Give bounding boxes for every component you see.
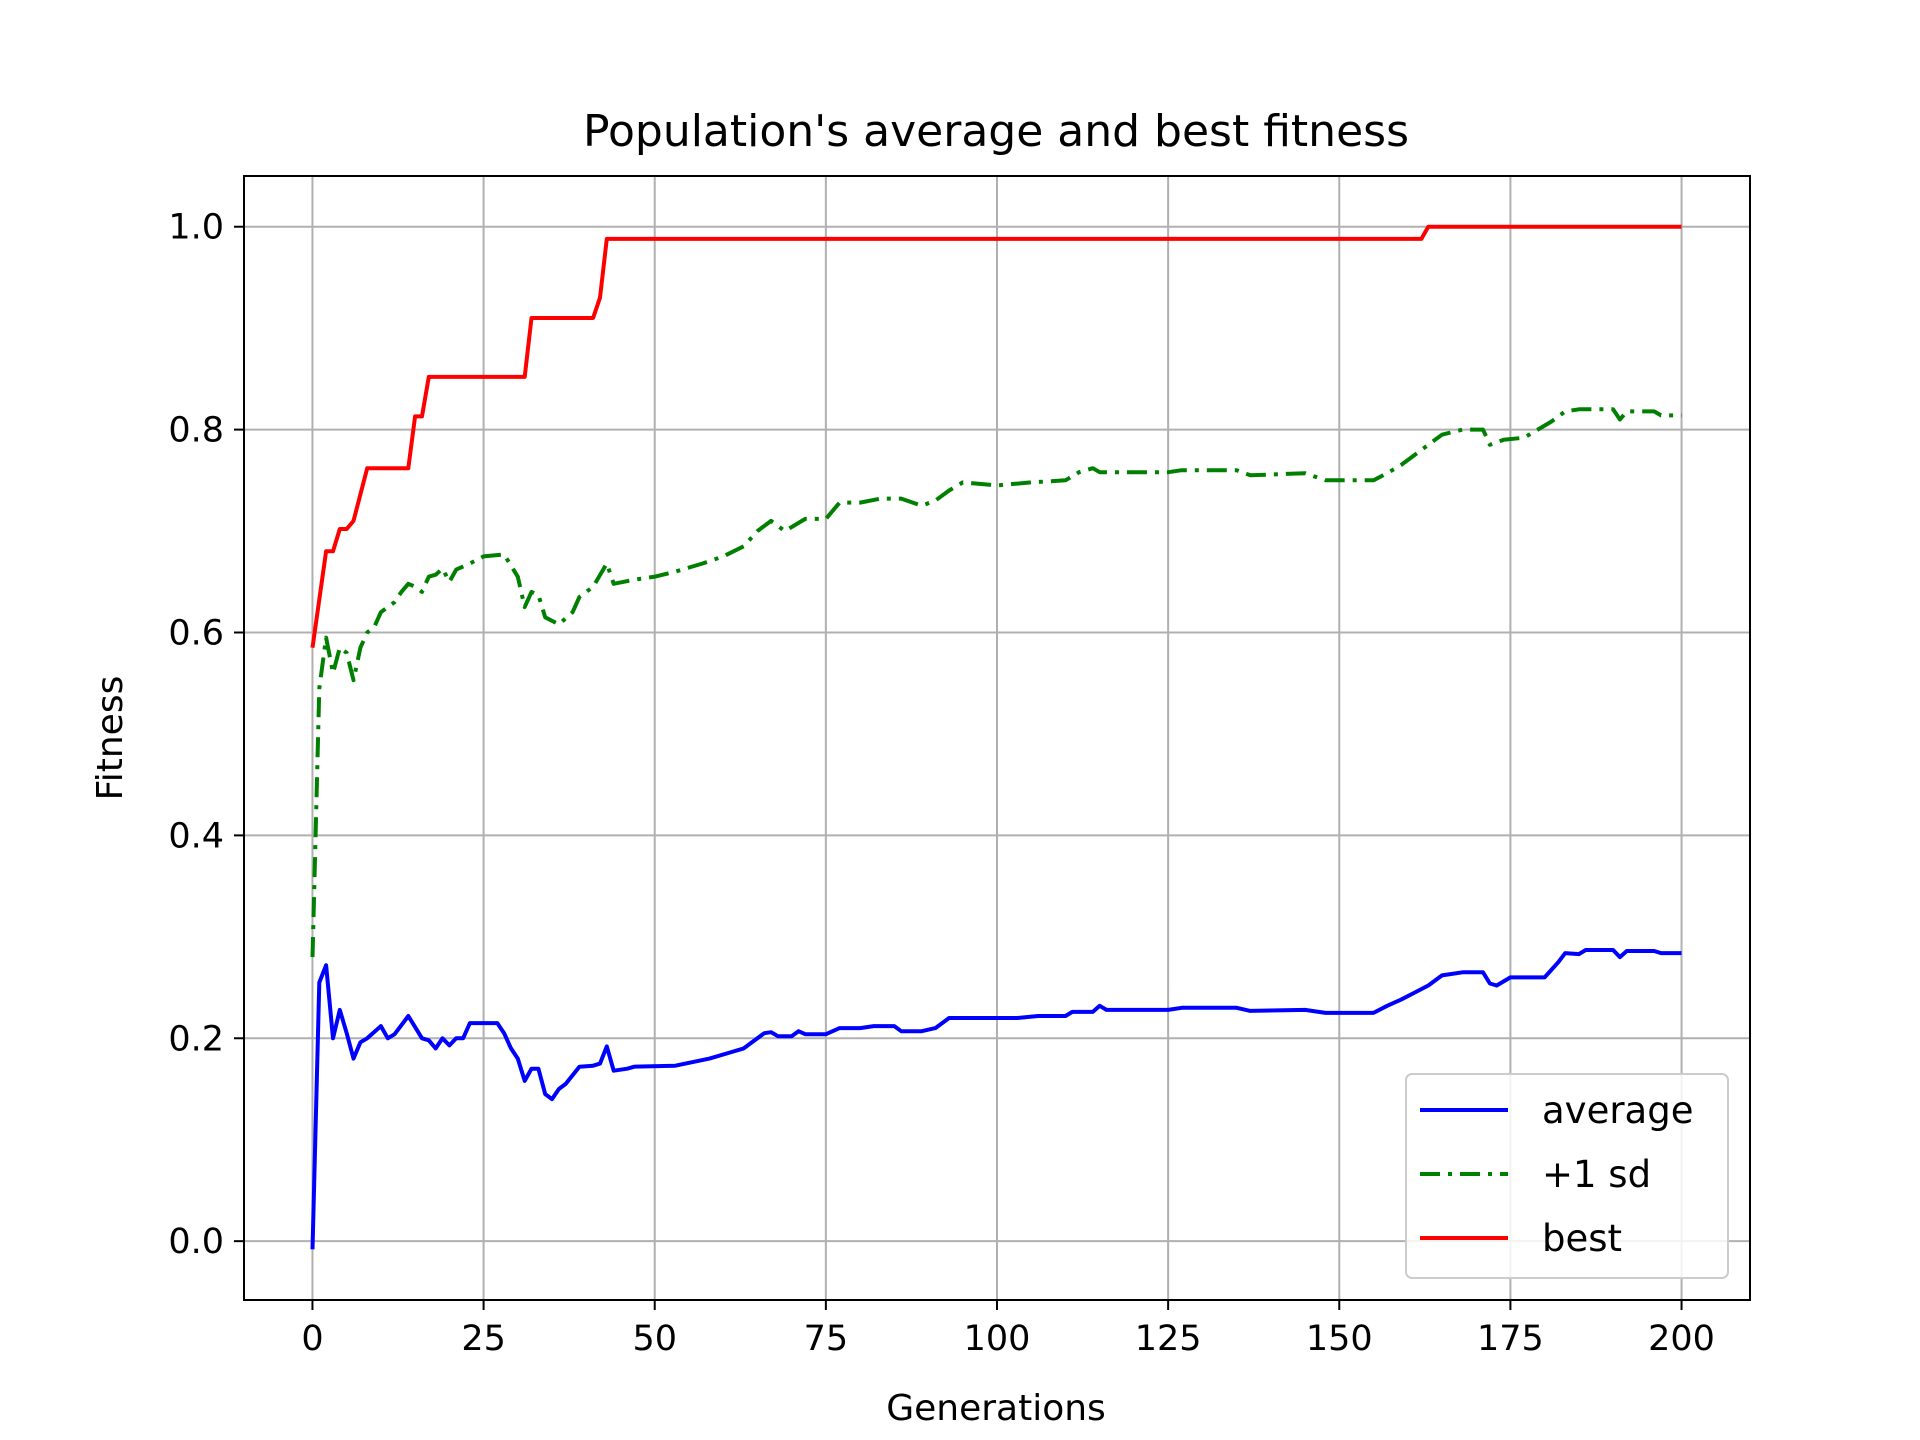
x-tick-label: 175 [1477,1319,1544,1359]
legend-label-0: average [1542,1089,1693,1132]
x-tick-label: 75 [804,1319,849,1359]
x-tick-label: 100 [964,1319,1031,1359]
legend-label-1: +1 sd [1542,1153,1651,1196]
x-tick-label: 125 [1135,1319,1202,1359]
y-tick-label: 1.0 [168,208,224,248]
x-tick-label: 50 [632,1319,677,1359]
y-tick-label: 0.8 [168,411,224,451]
legend-label-2: best [1542,1217,1622,1260]
y-axis-label: Fitness [90,676,131,801]
y-tick-label: 0.4 [168,816,224,856]
y-tick-label: 0.6 [168,613,224,653]
x-tick-label: 25 [461,1319,506,1359]
x-ticks: 0 25 50 75 100 125 150 175 200 [301,1300,1715,1359]
legend: average +1 sd best [1405,1073,1729,1279]
series-line-0 [310,948,1682,1250]
y-tick-label: 0.2 [168,1019,224,1059]
x-tick-label: 150 [1306,1319,1373,1359]
series-line-2 [310,224,1682,648]
chart-title: Population's average and best fitness [583,106,1409,157]
y-tick-label: 0.0 [168,1222,224,1262]
y-ticks: 0.0 0.2 0.4 0.6 0.8 1.0 [168,208,244,1262]
x-tick-label: 200 [1648,1319,1715,1359]
x-axis-label: Generations [886,1388,1106,1429]
legend-box [1405,1073,1729,1279]
x-tick-label: 0 [301,1319,323,1359]
series-lines [310,224,1682,1250]
